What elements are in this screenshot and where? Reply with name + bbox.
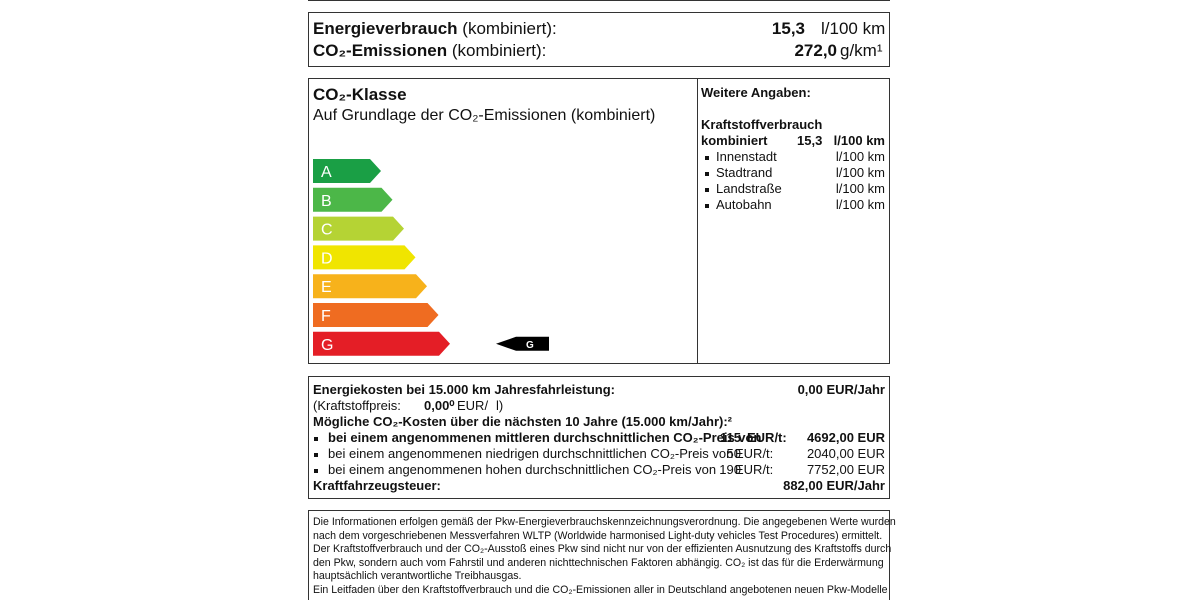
notes-box: Die Informationen erfolgen gemäß der Pkw… [308, 510, 896, 600]
class-letter: E [321, 279, 332, 296]
class-letter: C [321, 222, 333, 239]
item-unit: l/100 km [835, 197, 885, 212]
consumption-box: Energieverbrauch (kombiniert): 15,3 l/10… [308, 12, 890, 67]
energy-label-bold: Energieverbrauch [313, 19, 458, 38]
item-label: Innenstadt [716, 149, 777, 164]
bullet [705, 204, 709, 208]
fuel-price-label: (Kraftstoffpreis: [313, 398, 401, 413]
scenario-text: bei einem angenommenen niedrigen durchsc… [328, 446, 734, 461]
scenario-unit: EUR/t: [747, 430, 787, 445]
item-label: Stadtrand [716, 165, 773, 180]
scenario-total: 4692,00 EUR [806, 430, 885, 445]
scenario-price: 115 [720, 430, 741, 445]
class-arrow [313, 216, 404, 241]
top-rule [308, 0, 890, 1]
fuel-price-value: 0,00⁰ [424, 398, 455, 413]
further-title: Weitere Angaben: [701, 85, 811, 100]
energy-unit: l/100 km [821, 19, 886, 38]
energy-label: Energieverbrauch (kombiniert): [313, 19, 557, 39]
class-arrow [313, 187, 393, 212]
co2-label-rest: (kombiniert): [451, 41, 547, 60]
current-class-label: G [526, 340, 534, 351]
combined-value: 15,3 [797, 133, 823, 148]
combined-label: kombiniert [701, 133, 768, 148]
tax-label: Kraftfahrzeugsteuer: [313, 478, 441, 493]
energy-value: 15,3 [771, 19, 805, 38]
class-arrow [313, 274, 427, 299]
class-letter: A [321, 164, 332, 181]
scenario-unit: EUR/t: [735, 462, 774, 477]
divider [697, 79, 698, 363]
note-line: hauptsächlich verantwortliche Treibhausg… [313, 570, 522, 582]
scenario-price: 50 [726, 446, 741, 461]
item-unit: l/100 km [835, 165, 885, 180]
class-arrow [313, 245, 416, 270]
note-line: Ein Leitfaden über den Kraftstoffverbrau… [313, 583, 888, 596]
fuel-price-unit: EUR/ [457, 398, 489, 413]
energy-cost-value: 0,00 EUR/Jahr [797, 382, 885, 397]
co2-costs-title: Mögliche CO₂-Kosten über die nächsten 10… [313, 414, 733, 429]
note-line: Der Kraftstoffverbrauch und der CO₂-Auss… [313, 543, 892, 555]
co2-label: CO₂-Emissionen (kombiniert): [313, 41, 546, 61]
fuel-price-unit2: l) [496, 398, 504, 413]
scenario-text: bei einem angenommenen hohen durchschnit… [328, 462, 717, 477]
class-arrow [313, 303, 439, 327]
energy-cost-label: Energiekosten bei 15.000 km Jahresfahrle… [313, 382, 616, 397]
energy-label-rest: (kombiniert): [462, 19, 557, 38]
class-arrow [313, 331, 450, 356]
item-unit: l/100 km [835, 149, 885, 164]
class-subtitle: Auf Grundlage der CO₂-Emissionen (kombin… [313, 107, 656, 124]
current-class-marker [496, 336, 549, 351]
class-box: CO₂-Klasse Auf Grundlage der CO₂-Emissio… [308, 78, 890, 364]
scenario-text: bei einem angenommenen mittleren durchsc… [328, 430, 762, 445]
bullet [705, 156, 709, 160]
item-label: Autobahn [716, 197, 772, 212]
co2-value: 272,0 [794, 41, 837, 60]
bullet [314, 437, 318, 441]
scenario-price: 190 [719, 462, 741, 477]
class-letter: G [321, 337, 333, 354]
scenario-unit: EUR/t: [735, 446, 774, 461]
tax-value: 882,00 EUR/Jahr [783, 478, 885, 493]
bullet [314, 469, 318, 473]
bullet [705, 172, 709, 176]
class-arrow [313, 159, 381, 183]
combined-unit: l/100 km [833, 133, 885, 148]
scenario-total: 7752,00 EUR [806, 462, 885, 477]
note-line: den Pkw, sondern auch vom Fahrstil und a… [313, 556, 884, 569]
costs-box: Energiekosten bei 15.000 km Jahresfahrle… [308, 376, 890, 499]
class-letter: B [321, 193, 332, 210]
class-letter: F [321, 308, 331, 325]
scenario-total: 2040,00 EUR [806, 446, 885, 461]
bullet [705, 188, 709, 192]
co2-label-bold: CO₂-Emissionen [313, 41, 448, 60]
item-unit: l/100 km [835, 181, 885, 196]
bullet [314, 453, 318, 457]
co2-unit: g/km¹ [840, 41, 883, 60]
class-letter: D [321, 250, 333, 267]
note-line: nach dem vorgeschriebenen Messverfahren … [313, 529, 883, 542]
class-title: CO₂-Klasse [313, 85, 407, 104]
item-label: Landstraße [716, 181, 782, 196]
note-line: Die Informationen erfolgen gemäß der Pkw… [313, 516, 896, 528]
fuel-heading: Kraftstoffverbrauch [701, 117, 823, 132]
